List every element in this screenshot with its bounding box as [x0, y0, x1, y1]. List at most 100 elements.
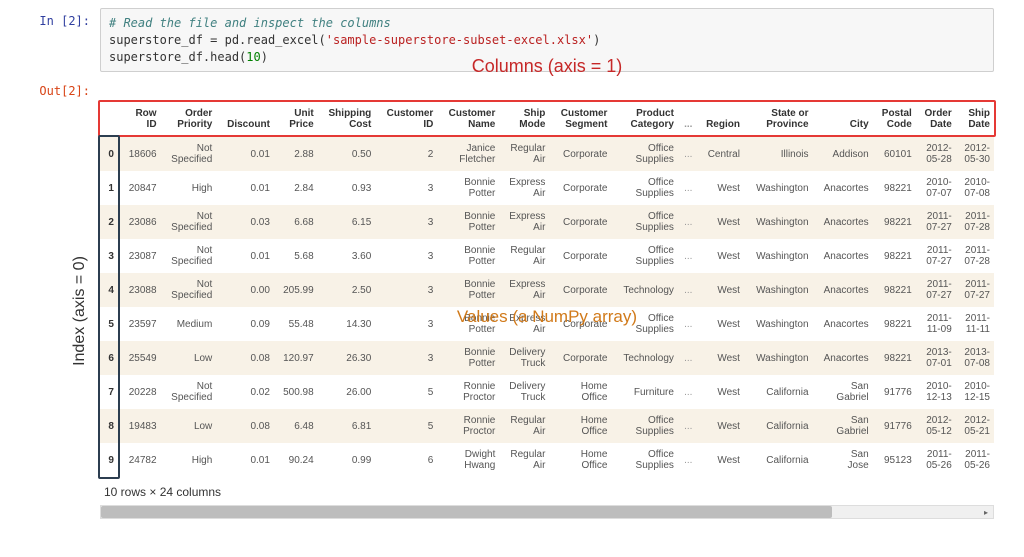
dataframe-cell: Washington	[744, 239, 813, 273]
dataframe-cell: ...	[678, 375, 697, 409]
dataframe-cell: JaniceFletcher	[437, 137, 499, 172]
dataframe-cell: Anacortes	[813, 273, 873, 307]
dataframe-cell: 120.97	[274, 341, 318, 375]
dataframe-cell: Washington	[744, 171, 813, 205]
dataframe-cell: 14.30	[318, 307, 376, 341]
dataframe-cell: 98221	[873, 341, 916, 375]
dataframe-cell: 0.93	[318, 171, 376, 205]
dataframe-cell: Corporate	[549, 273, 611, 307]
code-line-3b: )	[261, 50, 268, 64]
dataframe-cell: 2012-05-28	[916, 137, 956, 172]
dataframe-cell: Illinois	[744, 137, 813, 172]
scroll-thumb[interactable]	[101, 506, 832, 518]
dataframe-column-header: PostalCode	[873, 102, 916, 137]
dataframe-cell: 0.01	[216, 239, 274, 273]
table-row: 223086NotSpecified0.036.686.153BonniePot…	[100, 205, 994, 239]
dataframe-cell: 2011-05-26	[916, 443, 956, 477]
dataframe-column-header: ShipDate	[956, 102, 994, 137]
dataframe-column-header: State orProvince	[744, 102, 813, 137]
dataframe-cell: Technology	[611, 273, 677, 307]
dataframe-cell: OfficeSupplies	[611, 443, 677, 477]
dataframe-cell: Corporate	[549, 239, 611, 273]
dataframe-cell: Washington	[744, 273, 813, 307]
dataframe-cell: 2.84	[274, 171, 318, 205]
dataframe-cell: 20847	[120, 171, 161, 205]
dataframe-cell: HomeOffice	[549, 375, 611, 409]
dataframe-cell: ...	[678, 137, 697, 172]
dataframe-cell: 91776	[873, 409, 916, 443]
dataframe-cell: ...	[678, 171, 697, 205]
dataframe-cell: BonniePotter	[437, 171, 499, 205]
dataframe-index-cell: 7	[100, 375, 120, 409]
dataframe-cell: ...	[678, 239, 697, 273]
horizontal-scrollbar[interactable]: ◄ ▸	[100, 505, 994, 519]
dataframe-container: Values (a NumPy array) Index (axis = 0) …	[100, 102, 994, 519]
dataframe-cell: 2.88	[274, 137, 318, 172]
dataframe-cell: 55.48	[274, 307, 318, 341]
dataframe-cell: RegularAir	[499, 239, 549, 273]
dataframe-cell: OfficeSupplies	[611, 205, 677, 239]
dataframe-cell: RegularAir	[499, 443, 549, 477]
dataframe-cell: West	[696, 375, 744, 409]
dataframe-cell: 2011-07-28	[956, 205, 994, 239]
table-row: 323087NotSpecified0.015.683.603BonniePot…	[100, 239, 994, 273]
dataframe-cell: 0.50	[318, 137, 376, 172]
dataframe-cell: Addison	[813, 137, 873, 172]
dataframe-column-header: ...	[678, 102, 697, 137]
code-comment: # Read the file and inspect the columns	[109, 16, 391, 30]
dataframe-cell: 3	[375, 273, 437, 307]
dataframe-cell: NotSpecified	[161, 205, 217, 239]
table-row: 924782High0.0190.240.996DwightHwangRegul…	[100, 443, 994, 477]
dataframe-cell: West	[696, 205, 744, 239]
dataframe-column-header: Discount	[216, 102, 274, 137]
input-prompt: In [2]:	[30, 8, 100, 28]
dataframe-cell: Anacortes	[813, 307, 873, 341]
table-row: 423088NotSpecified0.00205.992.503BonnieP…	[100, 273, 994, 307]
dataframe-cell: Washington	[744, 307, 813, 341]
dataframe-cell: NotSpecified	[161, 375, 217, 409]
dataframe-cell: West	[696, 171, 744, 205]
dataframe-cell: 3	[375, 341, 437, 375]
dataframe-cell: RonnieProctor	[437, 409, 499, 443]
dataframe-column-header: CustomerSegment	[549, 102, 611, 137]
dataframe-cell: 23088	[120, 273, 161, 307]
dataframe-cell: DeliveryTruck	[499, 341, 549, 375]
dataframe-index-cell: 5	[100, 307, 120, 341]
dataframe-column-header: UnitPrice	[274, 102, 318, 137]
scroll-right-arrow[interactable]: ▸	[979, 506, 993, 518]
dataframe-cell: 19483	[120, 409, 161, 443]
dataframe-cell: Low	[161, 409, 217, 443]
dataframe-cell: HomeOffice	[549, 443, 611, 477]
dataframe-index-cell: 3	[100, 239, 120, 273]
dataframe-cell: RonnieProctor	[437, 375, 499, 409]
dataframe-cell: 3	[375, 307, 437, 341]
table-row: 523597Medium0.0955.4814.303BonniePotterE…	[100, 307, 994, 341]
dataframe-cell: Washington	[744, 205, 813, 239]
dataframe-cell: 26.00	[318, 375, 376, 409]
dataframe-cell: ExpressAir	[499, 273, 549, 307]
dataframe-cell: BonniePotter	[437, 341, 499, 375]
dataframe-cell: SanJose	[813, 443, 873, 477]
code-number: 10	[246, 50, 260, 64]
dataframe-cell: 6.81	[318, 409, 376, 443]
table-row: 625549Low0.08120.9726.303BonniePotterDel…	[100, 341, 994, 375]
dataframe-cell: Anacortes	[813, 205, 873, 239]
dataframe-cell: Low	[161, 341, 217, 375]
dataframe-cell: 98221	[873, 273, 916, 307]
dataframe-cell: West	[696, 341, 744, 375]
dataframe-cell: High	[161, 171, 217, 205]
dataframe-cell: 3	[375, 205, 437, 239]
dataframe-index-cell: 8	[100, 409, 120, 443]
dataframe-cell: BonniePotter	[437, 239, 499, 273]
dataframe-cell: 25549	[120, 341, 161, 375]
dataframe-cell: 6.15	[318, 205, 376, 239]
dataframe-cell: ...	[678, 443, 697, 477]
dataframe-cell: 6.68	[274, 205, 318, 239]
dataframe-cell: 2013-07-08	[956, 341, 994, 375]
dataframe-column-header: OrderDate	[916, 102, 956, 137]
dataframe-cell: 98221	[873, 307, 916, 341]
code-input-area[interactable]: # Read the file and inspect the columns …	[100, 8, 994, 72]
table-row: 819483Low0.086.486.815RonnieProctorRegul…	[100, 409, 994, 443]
dataframe-cell: RegularAir	[499, 409, 549, 443]
dataframe-cell: Anacortes	[813, 171, 873, 205]
